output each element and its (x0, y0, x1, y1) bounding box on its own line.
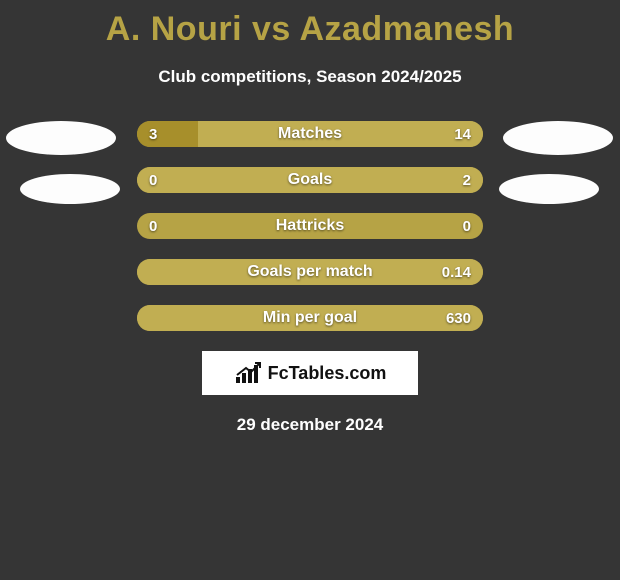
stat-bars: 314Matches 02Goals 00Hattricks 0.14Goals pe… (137, 121, 483, 331)
stat-label: Goals per match (137, 259, 483, 285)
snapshot-date: 29 december 2024 (0, 415, 620, 435)
page-title: A. Nouri vs Azadmanesh (0, 0, 620, 49)
comparison-chart: 314Matches 02Goals 00Hattricks 0.14Goals pe… (0, 121, 620, 331)
stat-label: Min per goal (137, 305, 483, 331)
page-subtitle: Club competitions, Season 2024/2025 (0, 67, 620, 87)
stat-row: 630Min per goal (137, 305, 483, 331)
stat-label: Goals (137, 167, 483, 193)
stat-row: 02Goals (137, 167, 483, 193)
stat-row: 00Hattricks (137, 213, 483, 239)
avatar-right-top (503, 121, 613, 155)
stat-label: Matches (137, 121, 483, 147)
avatar-right-bottom (499, 174, 599, 204)
chart-arrow-icon (234, 361, 262, 385)
branding-badge: FcTables.com (202, 351, 418, 395)
stat-row: 0.14Goals per match (137, 259, 483, 285)
branding-text: FcTables.com (268, 363, 387, 384)
stat-label: Hattricks (137, 213, 483, 239)
avatar-left-bottom (20, 174, 120, 204)
avatar-left-top (6, 121, 116, 155)
stat-row: 314Matches (137, 121, 483, 147)
